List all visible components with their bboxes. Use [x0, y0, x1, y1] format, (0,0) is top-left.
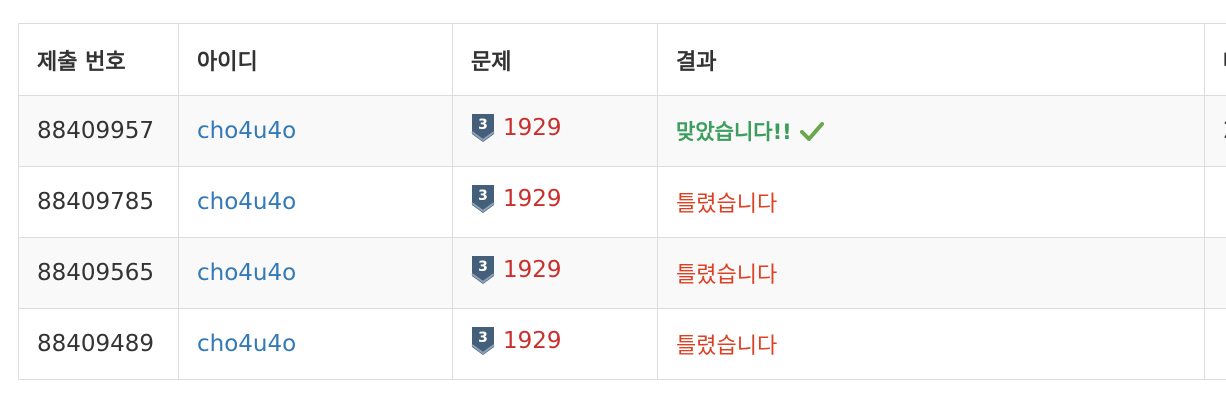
submission-id-cell: 88409489 [18, 308, 179, 380]
submission-id-cell: 88409957 [18, 95, 179, 167]
tier-number: 3 [478, 330, 488, 346]
result-text: 틀렸습니다 [676, 334, 778, 359]
table-row: 88409957 cho4u4o 3 1929 맞았습니다!! 2 [18, 95, 1226, 167]
tier-number: 3 [478, 259, 488, 275]
table-row: 88409785 cho4u4o 3 1929 틀렸습니다 [18, 166, 1226, 238]
table-row: 88409489 cho4u4o 3 1929 틀렸습니다 [18, 308, 1226, 380]
problem-cell: 3 1929 [452, 308, 658, 380]
problem-link[interactable]: 3 1929 [471, 255, 562, 285]
result-text: 틀렸습니다 [676, 192, 778, 217]
problem-cell: 3 1929 [452, 237, 658, 309]
problem-cell: 3 1929 [452, 95, 658, 167]
status-table-container: 제출 번호 아이디 문제 결과 메 88409957 cho4u4o 3 1929 맞았… [18, 23, 1226, 380]
status-table: 제출 번호 아이디 문제 결과 메 88409957 cho4u4o 3 1929 맞았… [18, 23, 1226, 380]
result-cell: 맞았습니다!! [657, 95, 1205, 167]
silver-3-tier-icon: 3 [471, 185, 495, 213]
header-submission-id: 제출 번호 [18, 23, 179, 96]
user-id-link[interactable]: cho4u4o [197, 260, 297, 286]
tier-number: 3 [478, 117, 488, 133]
tier-number: 3 [478, 188, 488, 204]
memory-cell [1204, 237, 1226, 309]
result-cell: 틀렸습니다 [657, 166, 1205, 238]
user-id-cell: cho4u4o [178, 308, 453, 380]
user-id-link[interactable]: cho4u4o [197, 331, 297, 357]
problem-link[interactable]: 3 1929 [471, 326, 562, 356]
problem-link[interactable]: 3 1929 [471, 184, 562, 214]
result-cell: 틀렸습니다 [657, 237, 1205, 309]
header-user-id: 아이디 [178, 23, 453, 96]
user-id-cell: cho4u4o [178, 95, 453, 167]
result-cell: 틀렸습니다 [657, 308, 1205, 380]
result-text: 맞았습니다!! [676, 120, 792, 144]
submission-id-cell: 88409565 [18, 237, 179, 309]
header-result: 결과 [657, 23, 1205, 96]
header-memory: 메 [1204, 23, 1226, 96]
submission-id: 88409565 [37, 260, 155, 286]
result-text: 틀렸습니다 [676, 263, 778, 288]
problem-number: 1929 [503, 186, 562, 212]
memory-cell: 2 [1204, 95, 1226, 167]
memory-value: 2 [1223, 118, 1226, 144]
submission-id: 88409785 [37, 189, 155, 215]
problem-number: 1929 [503, 115, 562, 141]
problem-number: 1929 [503, 328, 562, 354]
problem-link[interactable]: 3 1929 [471, 113, 562, 143]
header-problem: 문제 [452, 23, 658, 96]
table-row: 88409565 cho4u4o 3 1929 틀렸습니다 [18, 237, 1226, 309]
user-id-link[interactable]: cho4u4o [197, 189, 297, 215]
memory-cell [1204, 166, 1226, 238]
user-id-link[interactable]: cho4u4o [197, 118, 297, 144]
silver-3-tier-icon: 3 [471, 256, 495, 284]
checkmark-icon [799, 122, 824, 141]
submission-id: 88409957 [37, 118, 155, 144]
user-id-cell: cho4u4o [178, 166, 453, 238]
table-header-row: 제출 번호 아이디 문제 결과 메 [18, 23, 1226, 96]
problem-number: 1929 [503, 257, 562, 283]
silver-3-tier-icon: 3 [471, 114, 495, 142]
submission-id: 88409489 [37, 331, 155, 357]
submission-id-cell: 88409785 [18, 166, 179, 238]
silver-3-tier-icon: 3 [471, 327, 495, 355]
problem-cell: 3 1929 [452, 166, 658, 238]
user-id-cell: cho4u4o [178, 237, 453, 309]
memory-cell [1204, 308, 1226, 380]
